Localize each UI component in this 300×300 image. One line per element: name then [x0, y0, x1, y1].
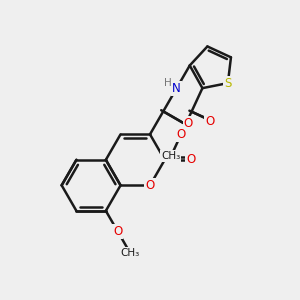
- Text: S: S: [224, 76, 232, 90]
- Text: CH₃: CH₃: [161, 151, 181, 161]
- Text: O: O: [205, 115, 214, 128]
- Text: O: O: [146, 179, 154, 192]
- Text: H: H: [164, 78, 172, 88]
- Text: O: O: [113, 225, 122, 238]
- Text: O: O: [186, 153, 195, 166]
- Text: N: N: [172, 82, 181, 95]
- Text: O: O: [184, 117, 193, 130]
- Text: O: O: [176, 128, 186, 141]
- Text: CH₃: CH₃: [120, 248, 140, 258]
